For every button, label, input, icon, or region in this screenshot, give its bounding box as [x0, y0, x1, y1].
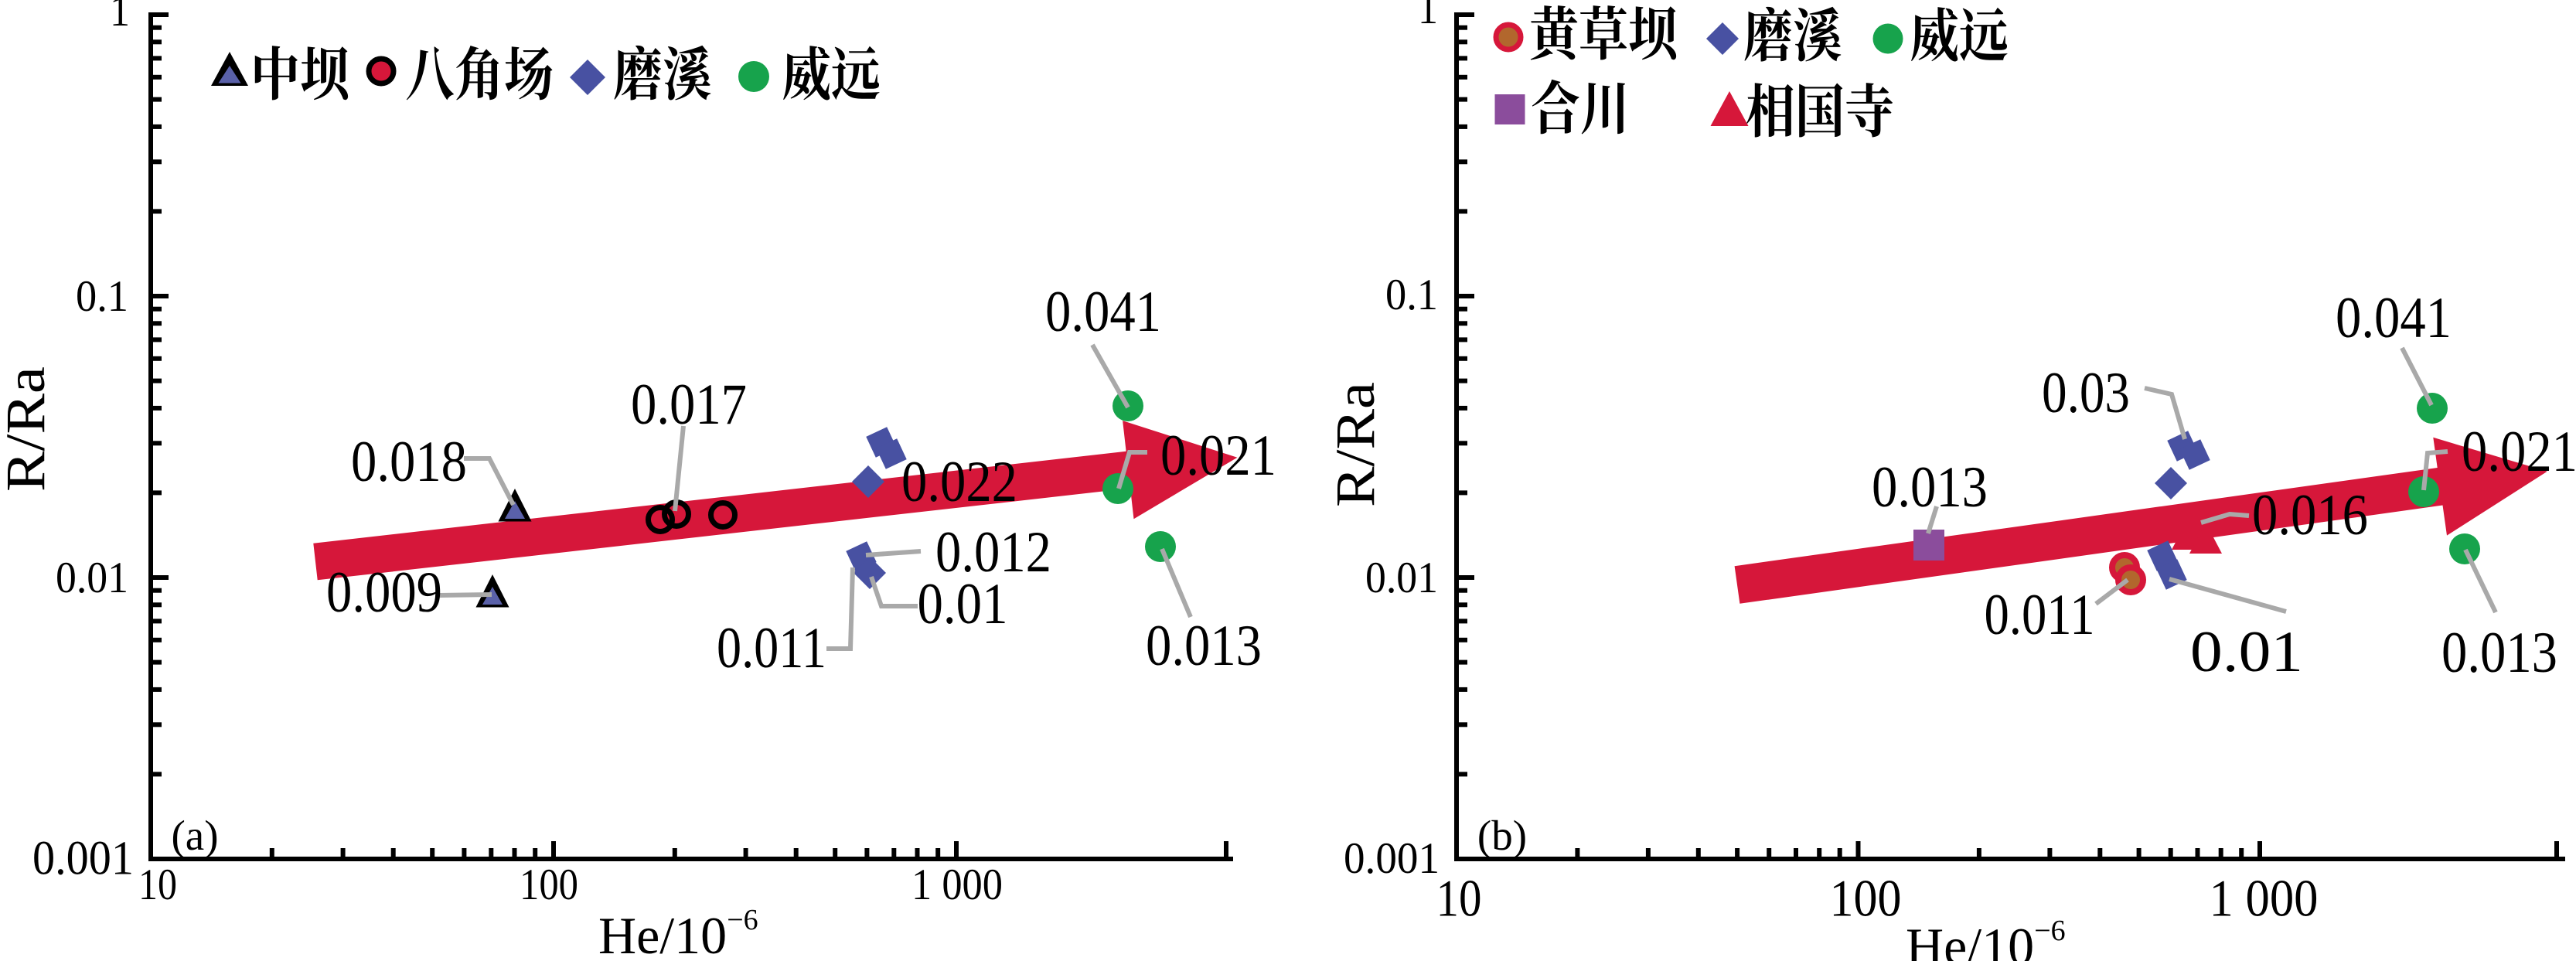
svg-text:0.01: 0.01: [2190, 620, 2303, 684]
svg-text:0.009: 0.009: [326, 561, 442, 625]
svg-text:0.011: 0.011: [1985, 583, 2095, 647]
svg-text:0.022: 0.022: [901, 450, 1017, 514]
svg-text:0.021: 0.021: [2462, 420, 2576, 484]
svg-text:He/10−6: He/10−6: [598, 904, 758, 961]
svg-text:0.041: 0.041: [2336, 286, 2452, 350]
svg-text:R/Ra: R/Ra: [0, 366, 56, 492]
svg-text:10: 10: [1436, 869, 1482, 928]
svg-text:0.021: 0.021: [1160, 424, 1276, 488]
svg-text:1 000: 1 000: [2210, 869, 2319, 928]
svg-text:0.041: 0.041: [1045, 280, 1161, 344]
svg-text:0.017: 0.017: [631, 373, 747, 437]
svg-text:0.013: 0.013: [1146, 614, 1262, 678]
svg-text:10: 10: [138, 860, 177, 909]
svg-text:0.001: 0.001: [32, 833, 134, 885]
svg-text:1: 1: [110, 0, 130, 36]
svg-text:1: 1: [1418, 0, 1438, 33]
svg-text:0.1: 0.1: [76, 272, 128, 321]
svg-text:0.013: 0.013: [1872, 455, 1988, 520]
svg-text:100: 100: [1830, 869, 1902, 928]
svg-text:0.016: 0.016: [2252, 483, 2368, 547]
svg-text:(a): (a): [171, 812, 218, 859]
svg-text:0.01: 0.01: [56, 554, 128, 602]
svg-text:0.1: 0.1: [1385, 271, 1438, 319]
svg-text:100: 100: [520, 860, 578, 909]
svg-text:0.01: 0.01: [918, 572, 1008, 636]
svg-text:0.03: 0.03: [2042, 361, 2130, 425]
svg-text:0.01: 0.01: [1365, 554, 1438, 602]
svg-text:0.011: 0.011: [717, 616, 826, 680]
svg-text:0.012: 0.012: [935, 520, 1051, 584]
svg-text:0.013: 0.013: [2441, 621, 2557, 685]
svg-text:(b): (b): [1477, 812, 1527, 859]
svg-text:0.018: 0.018: [351, 430, 467, 494]
svg-text:1 000: 1 000: [911, 860, 1003, 909]
svg-text:0.001: 0.001: [1344, 834, 1440, 883]
svg-text:R/Ra: R/Ra: [1324, 382, 1386, 507]
